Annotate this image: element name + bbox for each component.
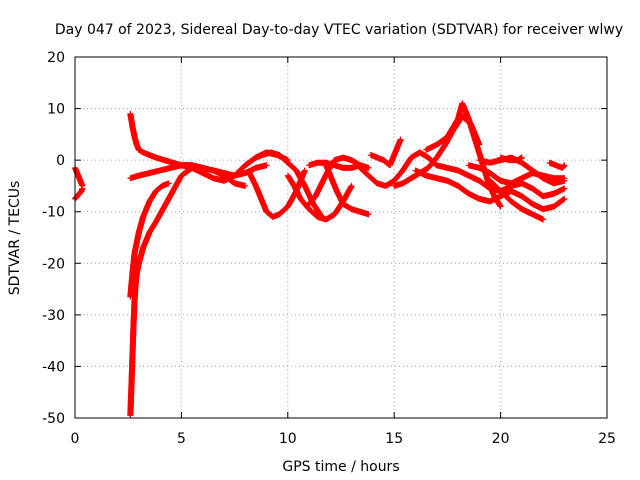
x-axis-label: GPS time / hours xyxy=(282,459,399,475)
x-tick-label: 20 xyxy=(492,431,510,447)
x-tick-label: 0 xyxy=(71,431,80,447)
data-points xyxy=(72,100,568,419)
x-tick-label: 10 xyxy=(279,431,297,447)
series-arc-o xyxy=(357,149,440,189)
x-tick-label: 15 xyxy=(385,431,403,447)
y-tick-label: -20 xyxy=(42,256,65,272)
series-arc-n xyxy=(306,154,364,207)
series-arc-j xyxy=(252,149,325,220)
axis-ticks: 0 5 10 15 20 25 -50 -40 -30 -20 -10 0 10 20 xyxy=(42,50,616,447)
y-axis-label: SDTVAR / TECUs xyxy=(7,181,23,296)
data-point xyxy=(242,182,249,189)
data-point xyxy=(365,164,372,171)
plot-frame xyxy=(74,56,608,419)
y-tick-label: -50 xyxy=(42,411,65,427)
data-point xyxy=(165,180,172,187)
series-arc-p xyxy=(367,136,404,169)
series-arc-e xyxy=(127,110,185,169)
series-arc-a xyxy=(72,164,86,189)
data-point xyxy=(348,182,355,189)
series-arc-i xyxy=(246,167,308,220)
series-arc-y xyxy=(546,159,568,171)
series-arc-d xyxy=(127,180,172,300)
series-arc-h xyxy=(178,162,249,189)
y-tick-label: -30 xyxy=(42,308,65,324)
y-tick-label: -10 xyxy=(42,205,65,221)
data-point xyxy=(365,211,372,218)
series-arc-b xyxy=(72,185,86,202)
data-point xyxy=(79,185,86,192)
grid xyxy=(75,57,607,418)
x-tick-label: 25 xyxy=(598,431,616,447)
y-tick-label: 10 xyxy=(47,102,65,118)
data-point xyxy=(263,162,270,169)
y-tick-label: -40 xyxy=(42,359,65,375)
chart-title: Day 047 of 2023, Sidereal Day-to-day VTE… xyxy=(55,22,623,38)
x-tick-label: 5 xyxy=(177,431,186,447)
data-point xyxy=(301,167,308,174)
y-tick-label: 0 xyxy=(56,153,65,169)
y-tick-label: 20 xyxy=(47,50,65,66)
